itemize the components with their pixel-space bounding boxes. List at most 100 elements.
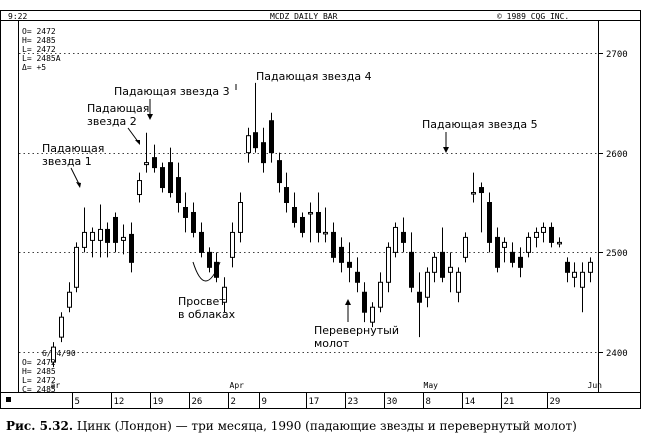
candle [479, 182, 484, 233]
y-tick-label: 2400 [606, 349, 628, 359]
candle-body [137, 180, 142, 196]
candle-body [339, 246, 344, 263]
candle [82, 207, 87, 253]
candle-body [246, 135, 251, 154]
candle-body [355, 271, 360, 283]
candle-body [82, 231, 87, 248]
x-tick-label: 5 [75, 397, 80, 407]
readout-bottom-close: C= 2485 [22, 385, 56, 394]
annotation-star3-text: Падающая звезда 3 [114, 85, 230, 98]
candle [246, 127, 251, 163]
readout-top-close: L= 2485A [22, 54, 61, 63]
annotation-star3: Падающая звезда 3 [114, 85, 230, 120]
candle [463, 232, 468, 263]
candle [176, 162, 181, 213]
candle-body [316, 211, 321, 233]
candle [168, 147, 173, 198]
candle [534, 227, 539, 248]
annotation-star1-line2: звезда 1 [42, 155, 92, 168]
candle-body [331, 231, 336, 258]
candle-body [90, 231, 95, 241]
x-tick-label: 21 [504, 397, 515, 407]
candle [518, 247, 523, 278]
candle-body [269, 120, 274, 154]
candle-body [199, 231, 204, 253]
caption-label: Рис. 5.32. [6, 419, 73, 433]
candle-body [284, 187, 289, 204]
candle [222, 277, 227, 313]
candle [456, 267, 461, 303]
candle-body [222, 286, 227, 303]
candle [90, 227, 95, 258]
candle [549, 222, 554, 248]
candle [347, 242, 352, 283]
x-tick-label: 9 [262, 397, 267, 407]
candle [121, 224, 126, 255]
candle [386, 242, 391, 293]
x-tick-label: 2 [231, 397, 236, 407]
candle-body [393, 226, 398, 253]
arrowhead-hammer [345, 299, 351, 305]
candle-body [261, 142, 266, 164]
readout-bottom-date: 6/ 4/90 [42, 349, 76, 358]
annotation-gap-line1: Просвет [178, 295, 226, 308]
candle-body [565, 261, 570, 273]
candle-body [105, 228, 110, 243]
gap-arc [192, 261, 221, 282]
candle-body [549, 226, 554, 243]
candle-body [456, 271, 461, 293]
candle [160, 162, 165, 193]
readout-top: O= 2472 H= 2485 L= 2472 L= 2485A Δ= +5 [22, 27, 61, 72]
candle-body [191, 211, 196, 233]
candle-body [572, 271, 577, 278]
candle-body [129, 233, 134, 263]
annotation-star1-line1: Падающая [42, 142, 104, 155]
y-tick-label: 2500 [606, 249, 628, 259]
corner-marker [6, 397, 11, 402]
candle-body [541, 226, 546, 233]
candle-body [144, 162, 149, 166]
candle-body [253, 132, 258, 149]
candle [362, 282, 367, 323]
month-label: Apr [230, 381, 245, 390]
candle-body [588, 261, 593, 273]
readout-bottom: 6/ 4/90 O= 2472 H= 2485 L= 2472 C= 2485 [22, 349, 76, 394]
month-label: Jun [588, 381, 603, 390]
candle [67, 282, 72, 313]
candle-body [176, 177, 181, 204]
candle [401, 217, 406, 253]
candle [59, 312, 64, 343]
candle [417, 272, 422, 338]
readout-top-high: H= 2485 [22, 36, 56, 45]
candle-body [168, 162, 173, 194]
candle-body [479, 187, 484, 194]
candle [183, 192, 188, 233]
candle [137, 172, 142, 203]
annotation-star1: Падающая звезда 1 [42, 142, 104, 188]
readout-bottom-open: O= 2472 [22, 358, 56, 367]
candle-body [448, 266, 453, 273]
candle [448, 252, 453, 293]
candle-body [463, 236, 468, 258]
candle [471, 172, 476, 203]
header-bar [0, 10, 641, 21]
candle [316, 192, 321, 243]
candle-body [386, 246, 391, 283]
candle [557, 237, 562, 248]
annotation-star5: Падающая звезда 5 [422, 118, 538, 153]
candle [487, 192, 492, 253]
candle-body [495, 236, 500, 268]
y-tick-label: 2700 [606, 50, 628, 60]
arrowhead-star3 [147, 114, 153, 120]
candle-body [113, 216, 118, 243]
x-tick-label: 12 [114, 397, 125, 407]
candle-body [51, 346, 56, 363]
annotation-star4: Падающая звезда 4 [235, 70, 372, 90]
candle [339, 237, 344, 273]
candle-body [121, 236, 126, 241]
readout-top-delta: Δ= +5 [22, 63, 46, 72]
candle [277, 152, 282, 193]
candle [580, 262, 585, 313]
candle [269, 112, 274, 163]
